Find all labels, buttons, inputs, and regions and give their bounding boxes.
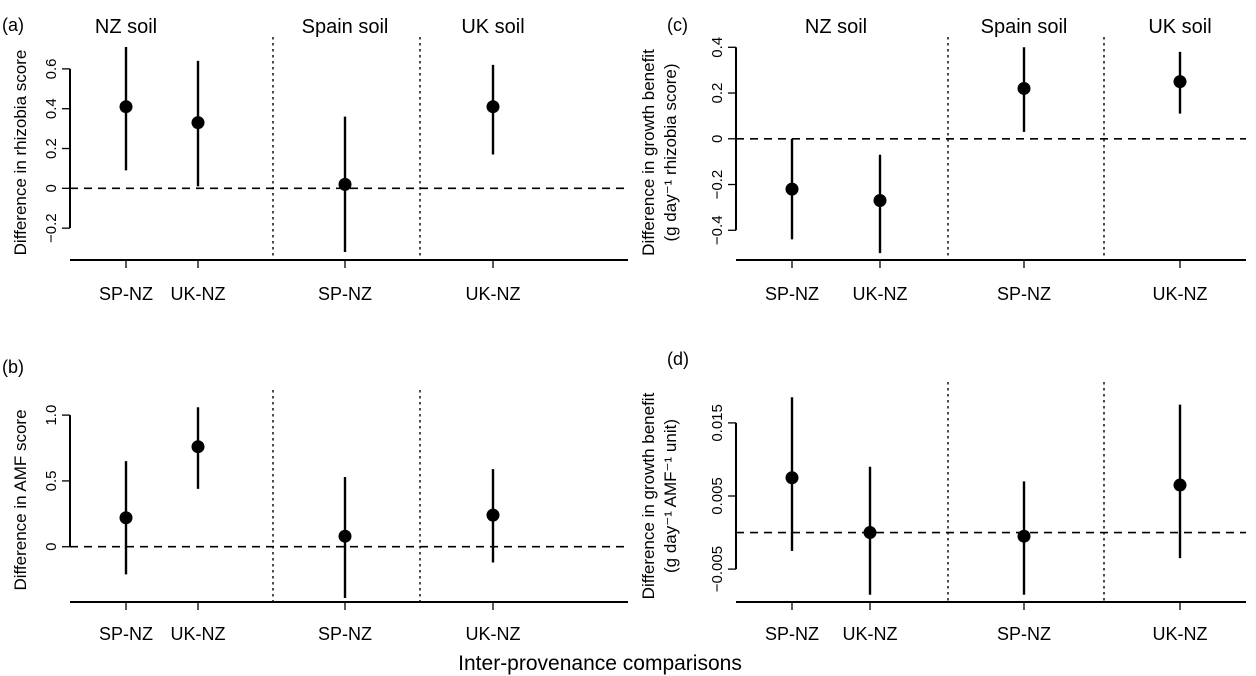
group-header: Spain soil — [981, 16, 1068, 38]
x-tick-label: UK-NZ — [171, 284, 226, 304]
y-tick-label: −0.005 — [709, 546, 726, 592]
panel-label: (b) — [2, 357, 24, 377]
y-tick-label: −0.2 — [709, 170, 726, 200]
y-tick-label: 0.005 — [709, 477, 726, 515]
y-tick-label: −0.4 — [709, 215, 726, 245]
data-point — [191, 116, 205, 130]
x-axis-title: Inter-provenance comparisons — [458, 652, 742, 675]
data-point — [863, 526, 877, 540]
group-header: NZ soil — [805, 16, 867, 38]
y-tick-label: 0.5 — [43, 470, 60, 491]
y-tick-label: 1.0 — [43, 405, 60, 426]
panel-label: (d) — [667, 349, 689, 369]
y-tick-label: 0.4 — [709, 37, 726, 58]
panel-label: (c) — [667, 15, 688, 35]
x-tick-label: SP-NZ — [765, 624, 819, 644]
x-tick-label: SP-NZ — [318, 284, 372, 304]
group-header: NZ soil — [95, 16, 157, 38]
y-tick-label: 0 — [709, 135, 726, 143]
y-tick-label: 0 — [43, 184, 60, 192]
data-point — [1017, 529, 1031, 543]
data-point — [338, 177, 352, 191]
y-tick-label: 0.4 — [43, 98, 60, 119]
x-tick-label: UK-NZ — [843, 624, 898, 644]
panel-d: (d) Difference in growth benefit (g day⁻¹ … — [639, 349, 1246, 644]
data-point — [486, 100, 500, 114]
group-header: UK soil — [1148, 16, 1211, 38]
data-point — [486, 508, 500, 522]
x-tick-label: SP-NZ — [318, 624, 372, 644]
data-point — [1173, 478, 1187, 492]
data-point — [785, 182, 799, 196]
panel-c: (c) NZ soil Spain soil UK soil Difference in… — [639, 15, 1246, 304]
data-point — [338, 529, 352, 543]
y-tick-label: 0.2 — [43, 138, 60, 159]
x-tick-label: UK-NZ — [1153, 284, 1208, 304]
x-tick-label: SP-NZ — [765, 284, 819, 304]
y-tick-label: 0.6 — [43, 58, 60, 79]
data-point — [785, 471, 799, 485]
data-point — [191, 440, 205, 454]
x-tick-label: UK-NZ — [1153, 624, 1208, 644]
y-tick-label: −0.2 — [43, 213, 60, 243]
panel-label: (a) — [2, 15, 24, 35]
x-tick-label: UK-NZ — [171, 624, 226, 644]
x-tick-label: SP-NZ — [997, 284, 1051, 304]
group-header: Spain soil — [302, 16, 389, 38]
x-tick-label: UK-NZ — [853, 284, 908, 304]
data-point — [119, 511, 133, 525]
panel-a: (a) NZ soil Spain soil UK soil Difference in… — [2, 15, 628, 304]
data-point — [1017, 81, 1031, 95]
x-tick-label: UK-NZ — [466, 284, 521, 304]
x-tick-label: SP-NZ — [997, 624, 1051, 644]
panel-b: (b) Difference in AMF score 0 0.5 1.0 SP-NZ UK… — [2, 357, 628, 644]
x-tick-label: SP-NZ — [99, 624, 153, 644]
x-tick-label: UK-NZ — [466, 624, 521, 644]
y-axis-label: Difference in AMF score — [11, 409, 30, 590]
y-axis-label: (g day⁻¹ rhizobia score) — [661, 63, 680, 241]
data-point — [873, 194, 887, 208]
y-axis-label: (g day⁻¹ AMF⁻¹ unit) — [661, 419, 680, 573]
y-tick-label: 0 — [43, 543, 60, 551]
group-header: UK soil — [461, 16, 524, 38]
y-tick-label: 0.2 — [709, 83, 726, 104]
data-point — [1173, 75, 1187, 89]
data-point — [119, 100, 133, 114]
y-axis-label: Difference in growth benefit — [639, 392, 658, 599]
y-tick-label: 0.015 — [709, 404, 726, 442]
y-axis-label: Difference in growth benefit — [639, 49, 658, 256]
x-tick-label: SP-NZ — [99, 284, 153, 304]
y-axis-label: Difference in rhizobia score — [11, 50, 30, 256]
